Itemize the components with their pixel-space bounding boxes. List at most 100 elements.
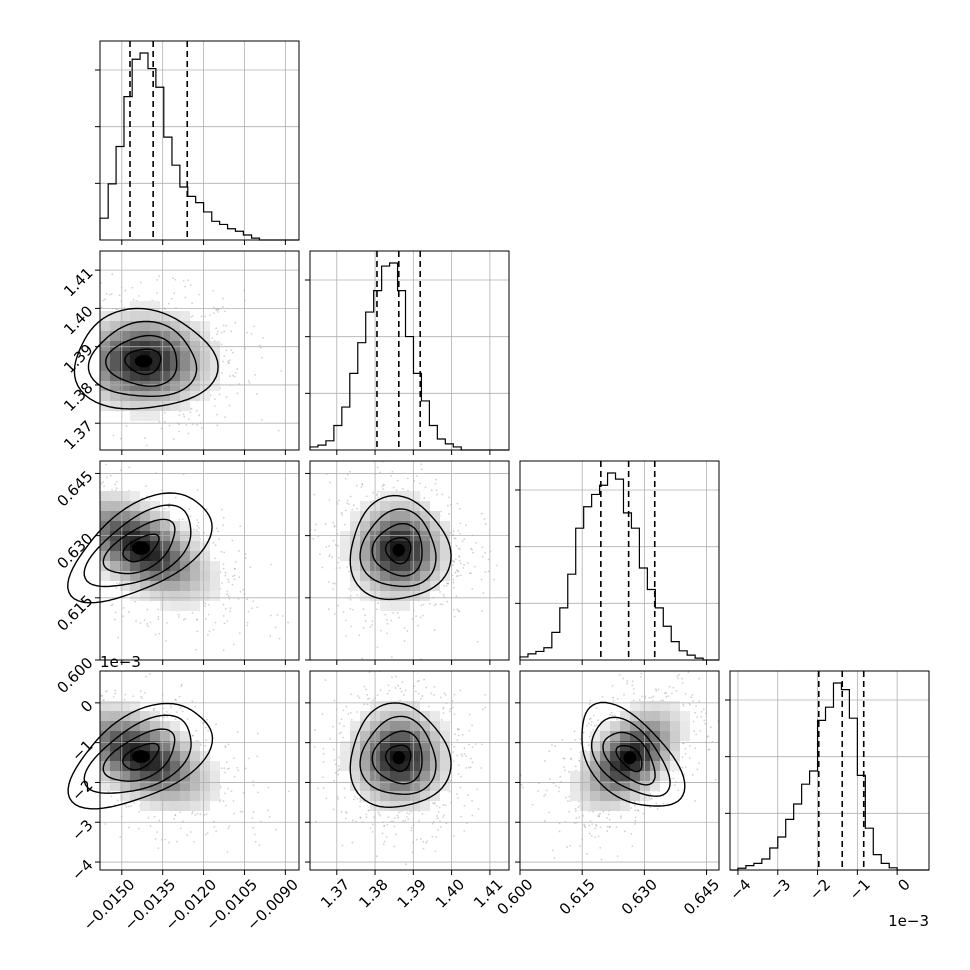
pair-3-0-point	[95, 775, 97, 777]
pair-2-0-cell	[160, 601, 170, 611]
pair-1-0-cell	[200, 331, 210, 341]
pair-2-0-cell	[210, 581, 220, 591]
pair-1-0-cell	[130, 301, 140, 311]
pair-3-1-cell	[360, 721, 370, 731]
pair-3-0-point	[232, 800, 235, 802]
pair-2-1-point	[476, 640, 479, 643]
pair-2-1-cell	[400, 561, 410, 571]
pair-3-1-point	[395, 675, 397, 678]
pair-2-1-point	[482, 592, 485, 594]
pair-3-0-cell	[160, 751, 170, 761]
pair-1-0-point	[91, 363, 93, 365]
pair-2-0-point	[90, 495, 92, 497]
pair-1-0-point	[227, 360, 230, 363]
pair-1-0-point	[212, 289, 215, 292]
pair-2-0-cell	[180, 551, 190, 561]
pair-3-0-cell	[160, 741, 170, 751]
pair-2-1-point	[411, 420, 413, 422]
pair-3-0-point	[57, 729, 59, 731]
pair-3-0-point	[50, 736, 52, 738]
pair-3-0-point	[107, 791, 110, 793]
pair-1-0-cell	[190, 381, 200, 391]
pair-3-0-point	[152, 708, 155, 711]
pair-2-0-point	[79, 511, 81, 513]
pair-2-1-point	[456, 569, 459, 572]
pair-3-0-point	[205, 726, 207, 729]
pair-2-1-cell	[390, 511, 400, 521]
pair-2-0-point	[90, 550, 92, 552]
pair-1-0-point	[20, 402, 22, 404]
pair-3-0-point	[219, 786, 222, 789]
pair-2-1-point	[377, 496, 379, 499]
pair-3-1-point	[416, 680, 419, 683]
pair-2-0-cell	[190, 561, 200, 571]
pair-2-0-point	[61, 542, 63, 544]
pair-3-0-point	[50, 699, 52, 701]
pair-2-1-cell	[350, 521, 360, 531]
pair-2-0-point	[247, 610, 250, 613]
pair-3-1-point	[337, 769, 339, 772]
pair-3-1-point	[367, 698, 369, 700]
pair-3-0-point	[225, 761, 228, 764]
pair-2-1-point	[345, 619, 347, 622]
pair-3-0-point	[287, 790, 290, 793]
pair-2-1-cell	[350, 541, 360, 551]
pair-2-0-point	[222, 615, 225, 617]
pair-1-0-point	[200, 427, 203, 429]
pair-1-0-cell	[210, 361, 220, 371]
pair-2-1-point	[406, 630, 409, 632]
pair-3-0-point	[53, 698, 55, 700]
pair-3-1-point	[421, 695, 424, 697]
pair-2-0-point	[49, 529, 51, 531]
pair-2-0-point	[29, 517, 31, 519]
pair-1-0-point	[28, 357, 30, 359]
pair-1-0-cell	[180, 351, 190, 361]
pair-2-0-cell	[120, 571, 130, 581]
pair-3-1-cell	[350, 731, 360, 741]
pair-3-1-point	[366, 694, 369, 696]
pair-2-1-point	[331, 556, 334, 559]
pair-2-1-point	[301, 597, 303, 599]
pair-3-1-point	[406, 812, 408, 814]
pair-3-1-point	[402, 820, 405, 823]
pair-1-0-cell	[160, 351, 170, 361]
pair-1-0-cell	[200, 341, 210, 351]
pair-3-0-point	[193, 840, 196, 843]
pair-3-1-point	[316, 787, 319, 790]
pair-2-1-point	[495, 564, 498, 567]
pair-3-0-cell	[150, 741, 160, 751]
pair-2-0-point	[178, 518, 181, 521]
pair-3-1-point	[337, 773, 340, 776]
pair-3-0-cell	[120, 721, 130, 731]
pair-3-1-point	[345, 812, 348, 814]
pair-2-0-cell	[180, 601, 190, 611]
pair-2-1-point	[472, 551, 474, 554]
pair-3-0-cell	[130, 791, 140, 801]
pair-1-0-point	[42, 385, 44, 387]
pair-1-0-point	[196, 409, 198, 412]
pair-3-1-point	[419, 697, 422, 700]
pair-3-0-cell	[190, 751, 200, 761]
pair-3-1-point	[350, 719, 353, 721]
pair-2-0-point	[85, 502, 87, 504]
pair-2-1-point	[362, 626, 365, 629]
pair-3-1-point	[467, 766, 470, 769]
pair-3-0-point	[218, 800, 221, 803]
pair-2-1-point	[413, 479, 416, 482]
pair-3-0-point	[25, 700, 27, 702]
pair-3-0-point	[153, 707, 156, 710]
pair-2-1-cell	[350, 511, 360, 521]
pair-3-0-point	[73, 805, 75, 807]
pair-3-0-point	[227, 743, 230, 746]
pair-3-0-point	[66, 745, 68, 747]
pair-1-0-point	[92, 382, 94, 384]
pair-2-0-point	[92, 566, 94, 568]
pair-2-0-point	[77, 518, 79, 520]
pair-3-0-point	[204, 833, 207, 836]
pair-1-0-point	[224, 416, 226, 419]
pair-3-0-point	[163, 713, 165, 715]
pair-3-1-point	[359, 800, 362, 803]
pair-2-1-point	[390, 656, 393, 658]
pair-1-0-point	[68, 388, 70, 390]
pair-3-1-point	[342, 709, 345, 712]
